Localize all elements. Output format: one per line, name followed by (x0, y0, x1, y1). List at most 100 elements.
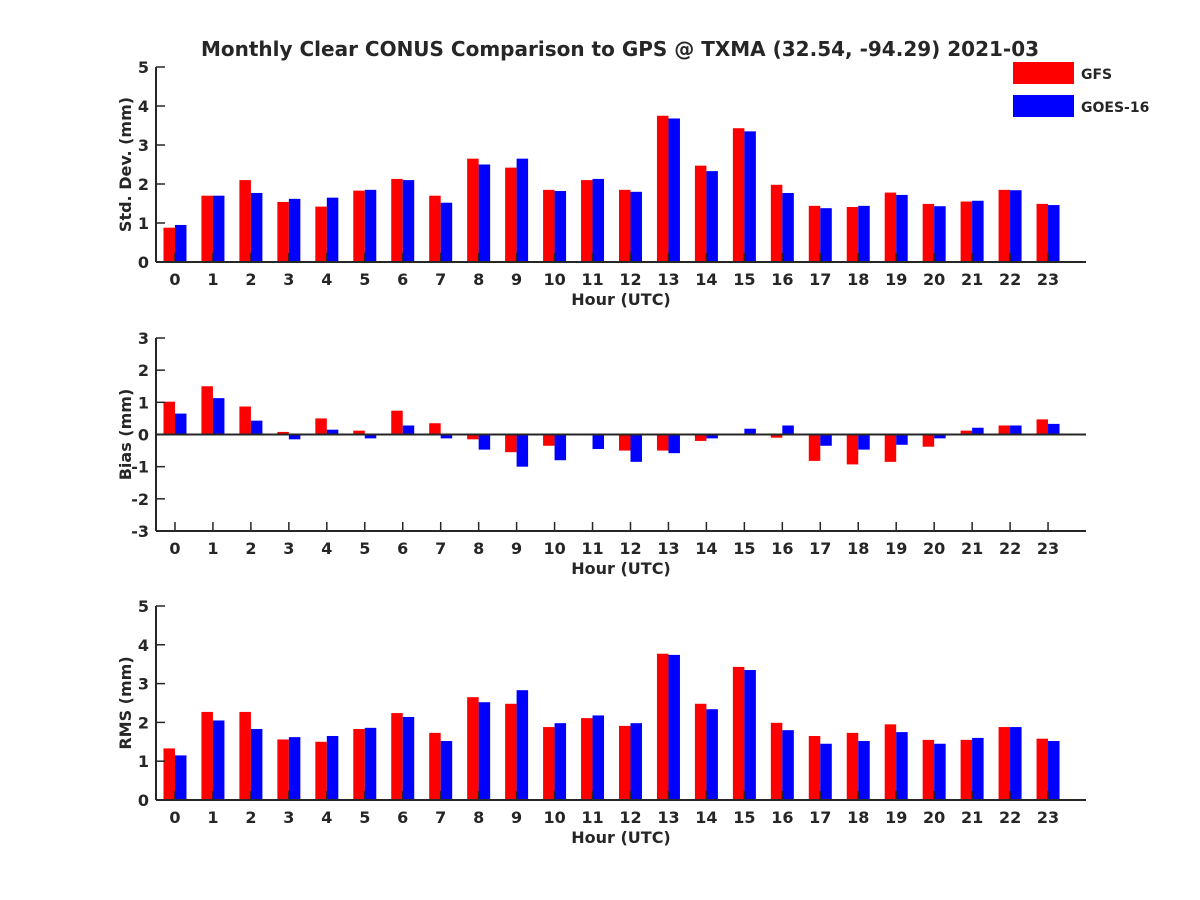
bias-y-tick-label: 0 (138, 426, 149, 445)
bias-goes-16-bar-3 (288, 434, 301, 440)
std-dev-gfs-bar-8 (467, 158, 479, 262)
std-dev-x-tick-label: 6 (397, 270, 408, 289)
rms-x-tick-label: 19 (885, 808, 907, 827)
bias-x-tick-label: 17 (809, 539, 831, 558)
rms-x-tick-label: 1 (207, 808, 218, 827)
std-dev-x-tick-label: 13 (657, 270, 679, 289)
bias-x-tick-label: 1 (207, 539, 218, 558)
rms-y-tick-label: 1 (138, 752, 149, 771)
bias-y-axis-label: Bias (mm) (116, 389, 135, 481)
std-dev-goes-16-bar-11 (592, 178, 605, 262)
std-dev-goes-16-bar-12 (630, 191, 642, 262)
std-dev-x-tick-label: 1 (207, 270, 218, 289)
bias-x-tick-label: 8 (473, 539, 484, 558)
rms-goes-16-bar-2 (250, 729, 263, 800)
bias-gfs-bar-13 (656, 434, 669, 451)
bias-x-tick-label: 23 (1037, 539, 1059, 558)
std-dev-goes-16-bar-22 (1010, 190, 1022, 262)
std-dev-gfs-bar-15 (732, 128, 745, 262)
rms-goes-16-bar-12 (630, 723, 642, 800)
std-dev-x-tick-label: 3 (283, 270, 294, 289)
std-dev-x-tick-label: 4 (321, 270, 332, 289)
legend-swatch-goes-16 (1013, 95, 1074, 117)
rms-gfs-bar-19 (884, 724, 897, 800)
rms-gfs-bar-13 (656, 653, 669, 800)
rms-gfs-bar-2 (239, 711, 251, 800)
legend-label-goes-16: GOES-16 (1081, 100, 1149, 116)
std-dev-gfs-bar-5 (353, 190, 365, 262)
rms-x-tick-label: 20 (923, 808, 945, 827)
bias-gfs-bar-21 (960, 430, 973, 435)
std-dev-goes-16-bar-23 (1048, 205, 1060, 262)
bias-gfs-bar-23 (1036, 419, 1049, 435)
bias-x-tick-label: 21 (961, 539, 983, 558)
bias-goes-16-bar-22 (1010, 425, 1022, 435)
rms-y-axis-label: RMS (mm) (116, 656, 135, 749)
bias-goes-16-bar-9 (516, 434, 529, 467)
bias-y-tick-label: -3 (131, 522, 149, 541)
rms-gfs-bar-10 (543, 727, 555, 800)
bias-goes-16-bar-5 (364, 434, 377, 439)
bias-gfs-bar-16 (770, 434, 783, 438)
rms-gfs-bar-21 (960, 739, 973, 800)
bias-gfs-bar-14 (694, 434, 707, 441)
std-dev-gfs-bar-1 (201, 195, 213, 262)
bias-x-tick-label: 3 (283, 539, 294, 558)
rms-goes-16-bar-14 (706, 709, 718, 800)
chart-title: Monthly Clear CONUS Comparison to GPS @ … (201, 37, 1039, 61)
std-dev-goes-16-bar-16 (782, 192, 794, 262)
std-dev-gfs-bar-22 (998, 189, 1011, 262)
rms-x-tick-label: 9 (511, 808, 522, 827)
bias-x-tick-label: 22 (999, 539, 1021, 558)
bias-x-tick-label: 9 (511, 539, 522, 558)
rms-gfs-bar-7 (429, 732, 441, 800)
std-dev-goes-16-bar-6 (402, 180, 415, 262)
bias-goes-16-bar-14 (706, 434, 718, 439)
bias-x-tick-label: 7 (435, 539, 446, 558)
std-dev-y-tick-label: 0 (138, 253, 149, 272)
rms-goes-16-bar-4 (326, 735, 339, 800)
bias-x-tick-label: 10 (543, 539, 565, 558)
std-dev-goes-16-bar-7 (440, 202, 453, 262)
rms-x-tick-label: 15 (733, 808, 755, 827)
bias-x-tick-label: 13 (657, 539, 679, 558)
rms-y-tick-label: 4 (138, 636, 149, 655)
legend-swatch-gfs (1013, 62, 1074, 84)
rms-gfs-bar-23 (1036, 738, 1049, 800)
rms-x-tick-label: 21 (961, 808, 983, 827)
rms-x-tick-label: 5 (359, 808, 370, 827)
rms-x-tick-label: 10 (543, 808, 565, 827)
bias-x-tick-label: 6 (397, 539, 408, 558)
std-dev-goes-16-bar-15 (744, 131, 756, 262)
rms-gfs-bar-9 (505, 703, 517, 800)
rms-goes-16-bar-10 (554, 723, 567, 800)
bias-y-tick-label: 1 (138, 393, 149, 412)
rms-gfs-bar-3 (277, 739, 289, 800)
std-dev-x-tick-label: 23 (1037, 270, 1059, 289)
std-dev-goes-16-bar-0 (174, 224, 187, 262)
bias-gfs-bar-9 (505, 434, 517, 453)
std-dev-gfs-bar-12 (618, 189, 631, 262)
rms-x-tick-label: 7 (435, 808, 446, 827)
std-dev-goes-16-bar-18 (858, 205, 870, 262)
bias-goes-16-bar-19 (896, 434, 908, 445)
rms-gfs-bar-6 (391, 713, 403, 800)
rms-x-tick-label: 0 (169, 808, 180, 827)
rms-gfs-bar-22 (998, 727, 1011, 800)
std-dev-gfs-bar-10 (543, 189, 555, 262)
bias-gfs-bar-19 (884, 434, 897, 462)
rms-x-tick-label: 16 (771, 808, 793, 827)
bias-goes-16-bar-0 (174, 413, 187, 435)
bias-y-tick-label: 3 (138, 329, 149, 348)
std-dev-goes-16-bar-8 (478, 164, 491, 262)
bias-goes-16-bar-8 (478, 434, 491, 450)
std-dev-goes-16-bar-9 (516, 158, 529, 262)
bias-goes-16-bar-13 (668, 434, 680, 454)
std-dev-goes-16-bar-10 (554, 191, 567, 262)
std-dev-x-tick-label: 11 (581, 270, 603, 289)
rms-gfs-bar-1 (201, 711, 213, 800)
bias-goes-16-bar-23 (1048, 423, 1060, 435)
bias-gfs-bar-22 (998, 425, 1011, 435)
